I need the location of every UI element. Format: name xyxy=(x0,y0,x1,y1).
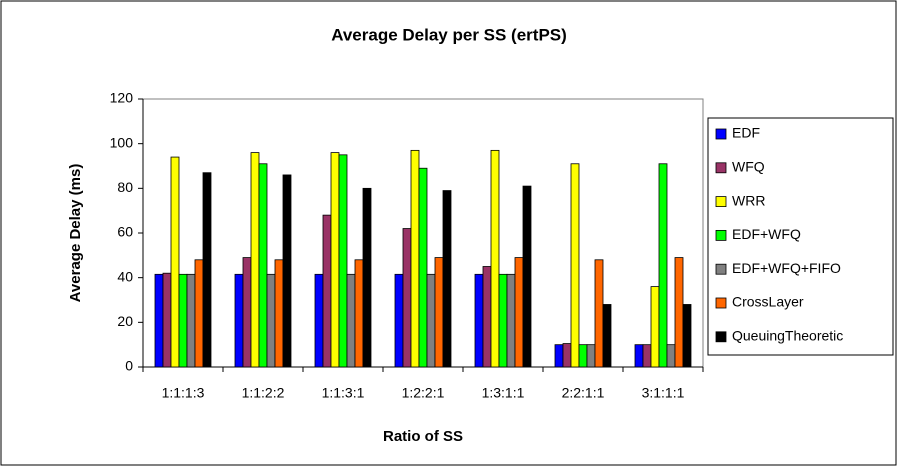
legend-swatch xyxy=(715,297,727,309)
bar xyxy=(514,257,524,368)
bar xyxy=(562,343,572,368)
bar xyxy=(346,273,356,368)
y-tick-label: 100 xyxy=(110,134,134,150)
bar xyxy=(602,304,612,368)
legend-swatch xyxy=(715,128,727,140)
legend-label: EDF xyxy=(732,125,760,141)
bar xyxy=(394,273,404,368)
legend-label: WFQ xyxy=(732,159,765,175)
bar xyxy=(202,172,212,368)
bar xyxy=(266,273,276,368)
bar xyxy=(658,163,668,368)
bar xyxy=(362,187,372,368)
y-tick-label: 80 xyxy=(117,179,133,195)
bar xyxy=(674,257,684,368)
bar xyxy=(418,167,428,368)
bar xyxy=(194,259,204,368)
bar xyxy=(274,259,284,368)
bar xyxy=(490,149,500,368)
bar xyxy=(186,273,196,368)
legend xyxy=(707,117,894,356)
x-tick-label: 1:1:1:3 xyxy=(162,385,205,401)
x-tick-label: 1:2:2:1 xyxy=(402,385,445,401)
x-axis-label: Ratio of SS xyxy=(383,428,463,445)
bar xyxy=(482,266,492,368)
x-tick-label: 3:1:1:1 xyxy=(642,385,685,401)
legend-swatch xyxy=(715,263,727,275)
legend-swatch xyxy=(715,331,727,343)
bar xyxy=(522,185,532,368)
bar xyxy=(554,344,564,368)
bar xyxy=(434,257,444,368)
bar xyxy=(330,152,340,368)
x-tick-label: 1:3:1:1 xyxy=(482,385,525,401)
x-tick-label: 1:1:3:1 xyxy=(322,385,365,401)
bar xyxy=(410,149,420,368)
bar xyxy=(634,344,644,368)
bar xyxy=(594,259,604,368)
y-tick-label: 0 xyxy=(125,358,133,374)
x-tick-label: 2:2:1:1 xyxy=(562,385,605,401)
bar xyxy=(258,163,268,368)
y-tick-label: 120 xyxy=(110,90,134,106)
bar xyxy=(426,273,436,368)
legend-label: QueuingTheoretic xyxy=(732,328,843,344)
legend-label: EDF+WFQ+FIFO xyxy=(732,260,841,276)
bar xyxy=(170,156,180,368)
bar xyxy=(234,273,244,368)
bar xyxy=(682,304,692,368)
bar xyxy=(322,214,332,368)
bar xyxy=(642,344,652,368)
bar xyxy=(282,174,292,368)
bar xyxy=(314,273,324,368)
legend-swatch xyxy=(715,196,727,208)
bar xyxy=(442,190,452,368)
bar xyxy=(338,154,348,368)
bar xyxy=(474,273,484,368)
bar xyxy=(402,228,412,368)
bar xyxy=(250,152,260,368)
legend-label: EDF+WFQ xyxy=(732,226,801,242)
bar xyxy=(498,273,508,368)
bar xyxy=(650,286,660,368)
chart-title: Average Delay per SS (ertPS) xyxy=(331,25,567,44)
legend-label: WRR xyxy=(732,192,765,208)
bar xyxy=(242,257,252,368)
y-tick-label: 60 xyxy=(117,224,133,240)
y-axis-label: Average Delay (ms) xyxy=(67,164,84,303)
y-tick-label: 40 xyxy=(117,268,133,284)
legend-swatch xyxy=(715,162,727,174)
y-tick-label: 20 xyxy=(117,313,133,329)
bar xyxy=(666,344,676,368)
bar xyxy=(586,344,596,368)
bar xyxy=(154,273,164,368)
bar xyxy=(506,273,516,368)
bar xyxy=(354,259,364,368)
bar xyxy=(178,273,188,368)
legend-label: CrossLayer xyxy=(732,294,804,310)
legend-swatch xyxy=(715,229,727,241)
bar xyxy=(578,344,588,368)
bar xyxy=(570,163,580,368)
x-tick-label: 1:1:2:2 xyxy=(242,385,285,401)
bar xyxy=(162,272,172,368)
